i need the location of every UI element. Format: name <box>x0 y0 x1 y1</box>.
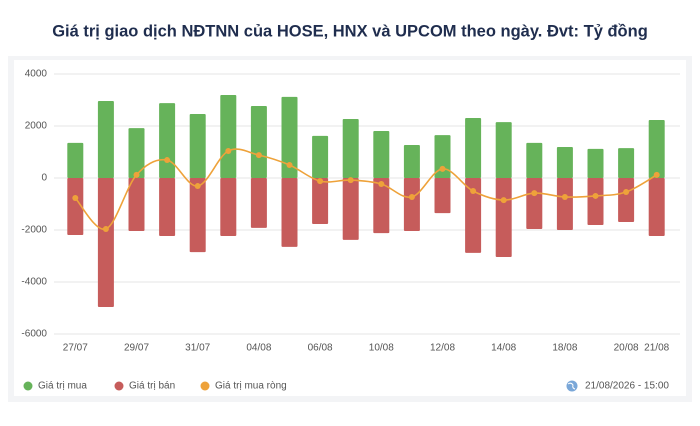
net-point <box>470 188 477 194</box>
bar <box>373 178 390 234</box>
bar <box>128 178 145 232</box>
y-tick-label: -6000 <box>21 329 47 340</box>
bar <box>434 178 451 214</box>
bar <box>434 135 451 178</box>
bar <box>373 130 390 178</box>
bar <box>465 117 482 178</box>
x-tick-label: 21/08 <box>644 343 669 354</box>
timestamp: 21/08/2026 - 15:00 <box>585 381 669 392</box>
bar <box>403 178 420 232</box>
net-point <box>500 197 507 204</box>
x-tick-label: 12/08 <box>430 343 455 354</box>
net-point <box>623 189 630 196</box>
legend-marker <box>200 381 210 391</box>
x-tick-label: 04/08 <box>246 343 271 354</box>
legend-label: Giá trị bán <box>129 381 175 392</box>
x-tick-label: 06/08 <box>308 343 333 354</box>
bar <box>495 122 512 178</box>
bar <box>526 178 543 229</box>
bar <box>220 95 237 178</box>
legend-marker <box>114 381 124 391</box>
net-point <box>439 165 446 172</box>
bar <box>67 178 84 235</box>
net-point <box>592 192 599 199</box>
net-point <box>164 157 171 164</box>
bar <box>250 178 267 228</box>
x-tick-label: 14/08 <box>491 343 516 354</box>
net-point <box>255 152 262 159</box>
net-point <box>317 178 324 185</box>
bar <box>159 103 176 178</box>
bar <box>648 120 665 178</box>
bar <box>281 178 298 247</box>
net-point <box>225 147 232 154</box>
y-tick-label: 2000 <box>25 121 48 132</box>
bar <box>618 148 635 178</box>
x-tick-label: 29/07 <box>124 343 149 354</box>
legend-label: Giá trị mua <box>38 381 87 392</box>
bar <box>250 105 267 178</box>
x-tick-label: 31/07 <box>185 343 210 354</box>
net-point <box>378 180 385 187</box>
bar <box>128 128 145 178</box>
x-tick-label: 18/08 <box>552 343 577 354</box>
net-point <box>347 177 354 184</box>
legend-marker <box>23 381 33 391</box>
net-point <box>102 225 109 232</box>
net-point <box>653 171 660 178</box>
legend-label: Giá trị mua ròng <box>215 381 287 392</box>
net-point <box>531 190 538 197</box>
bar <box>67 142 84 178</box>
x-tick-label: 27/07 <box>63 343 88 354</box>
net-point <box>194 183 201 190</box>
globe-icon <box>566 380 578 392</box>
bar <box>97 101 114 178</box>
net-point <box>286 162 293 168</box>
net-point <box>133 171 140 178</box>
bar <box>312 135 329 178</box>
bar <box>342 118 359 178</box>
bar <box>189 178 206 253</box>
bar <box>159 178 176 236</box>
bar <box>342 178 359 240</box>
bar <box>648 178 665 236</box>
bar <box>556 178 573 230</box>
bar <box>495 178 512 258</box>
x-tick-label: 10/08 <box>369 343 394 354</box>
y-tick-label: -4000 <box>21 277 47 288</box>
net-point <box>72 195 79 202</box>
bar <box>556 147 573 178</box>
bar <box>220 178 237 236</box>
y-tick-label: 0 <box>41 173 47 184</box>
bar <box>587 178 604 226</box>
bar <box>587 148 604 178</box>
net-point <box>408 193 415 200</box>
bar <box>189 114 206 178</box>
chart-title: Giá trị giao dịch NĐTNN của HOSE, HNX và… <box>52 22 648 40</box>
bar <box>97 178 114 307</box>
bar <box>618 178 635 222</box>
y-tick-label: -2000 <box>21 225 47 236</box>
net-point <box>561 193 568 200</box>
bar <box>312 178 329 225</box>
bar <box>465 178 482 253</box>
bar <box>281 96 298 178</box>
bar <box>403 144 420 178</box>
y-tick-label: 4000 <box>25 69 48 80</box>
bar <box>526 142 543 178</box>
x-tick-label: 20/08 <box>614 343 639 354</box>
